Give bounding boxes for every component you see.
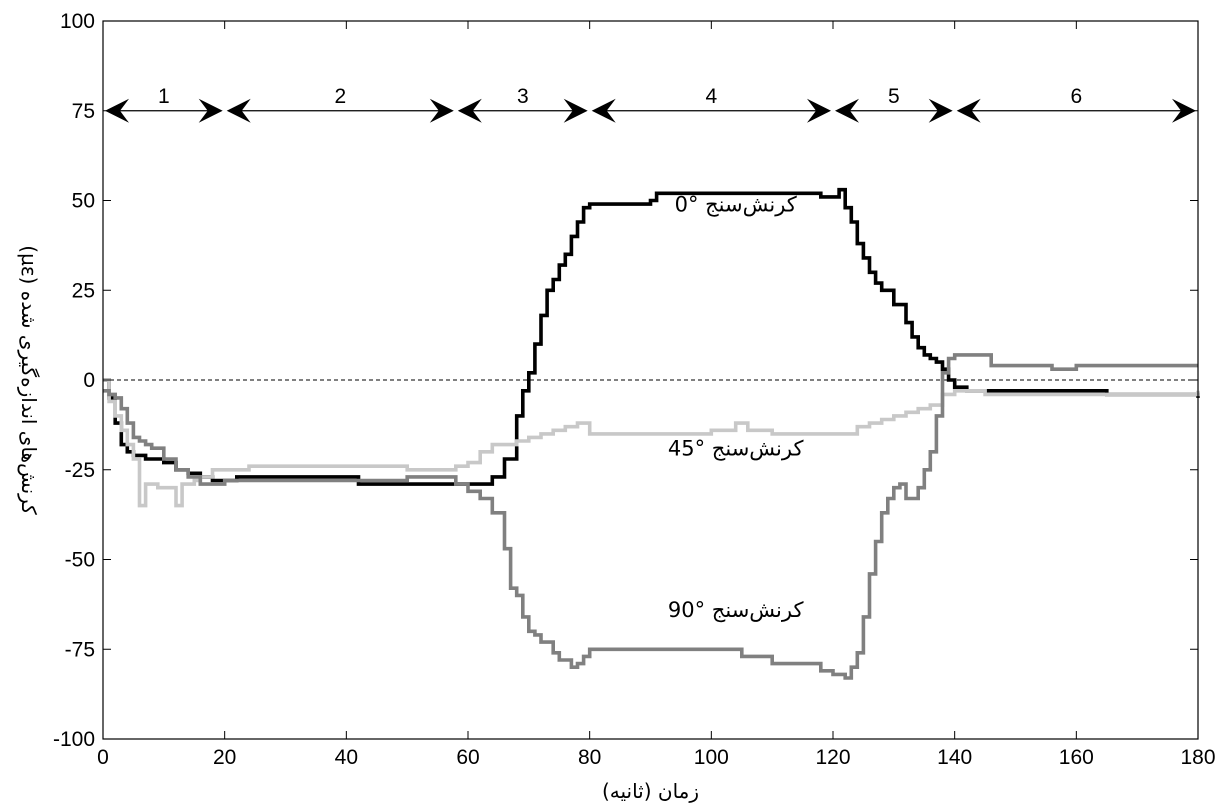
phase-arrow-right-4 [807, 98, 831, 123]
axes-layer: 0 20 40 60 80 100 120 140 160 1801007550250-25-50… [17, 10, 1216, 803]
x-tick-label-6: 120 [815, 746, 850, 769]
y-tick-label-0: 100 [60, 10, 95, 33]
x-tick-label-1: 20 [213, 746, 236, 769]
series-line-2 [103, 353, 1198, 680]
phase-arrows-layer: 1 2 3 4 5 6 [105, 85, 1196, 123]
phase-label-1: 1 [158, 85, 170, 108]
y-tick-label-2: 50 [72, 190, 95, 213]
phase-arrow-left-4 [591, 98, 616, 123]
annotation-label-2: کرنش‌سنج °90 [668, 598, 804, 622]
x-tick-label-3: 60 [456, 746, 479, 769]
phase-arrow-left-1 [105, 98, 129, 123]
y-tick-label-1: 75 [72, 100, 95, 123]
phase-arrow-right-3 [563, 98, 588, 123]
x-tick-label-8: 160 [1059, 746, 1094, 769]
annotation-label-0: کرنش‌سنج °0 [675, 192, 797, 216]
y-tick-label-5: -25 [65, 459, 95, 482]
phase-arrow-right-2 [429, 98, 454, 123]
y-tick-label-3: 25 [72, 279, 95, 302]
phase-arrow-left-5 [835, 98, 859, 123]
phase-arrow-left-3 [457, 98, 482, 123]
x-tick-label-2: 40 [335, 746, 358, 769]
y-axis-title: کرنش‌های اندازه‌گیری شده (µε) [17, 245, 41, 515]
phase-label-5: 5 [888, 85, 900, 108]
y-tick-label-4: 0 [83, 369, 95, 392]
phase-arrow-left-2 [226, 98, 251, 123]
phase-label-2: 2 [334, 85, 346, 108]
annotation-label-1: کرنش‌سنج °45 [668, 436, 804, 460]
phase-label-4: 4 [705, 85, 717, 108]
y-tick-label-6: -50 [65, 549, 95, 572]
phase-label-3: 3 [517, 85, 529, 108]
x-axis-title: زمان (ثانیه) [602, 779, 699, 803]
x-tick-label-0: 0 [97, 746, 109, 769]
y-tick-label-8: -100 [53, 728, 95, 751]
phase-arrow-left-6 [956, 98, 981, 123]
y-tick-label-7: -75 [65, 638, 95, 661]
x-tick-label-4: 80 [578, 746, 601, 769]
x-tick-label-5: 100 [694, 746, 729, 769]
annotation-layer: کرنش‌سنج °0 کرنش‌سنج °45 کرنش‌سنج °90 [668, 192, 804, 622]
phase-arrow-right-1 [198, 98, 223, 123]
phase-arrow-right-5 [928, 98, 953, 123]
series-line-1 [103, 378, 1200, 508]
phase-arrow-right-6 [1172, 98, 1196, 123]
x-tick-label-7: 140 [937, 746, 972, 769]
phase-label-6: 6 [1070, 85, 1082, 108]
series-line-0 [103, 187, 1200, 486]
x-tick-label-9: 180 [1180, 746, 1215, 769]
series-layer [103, 187, 1200, 680]
